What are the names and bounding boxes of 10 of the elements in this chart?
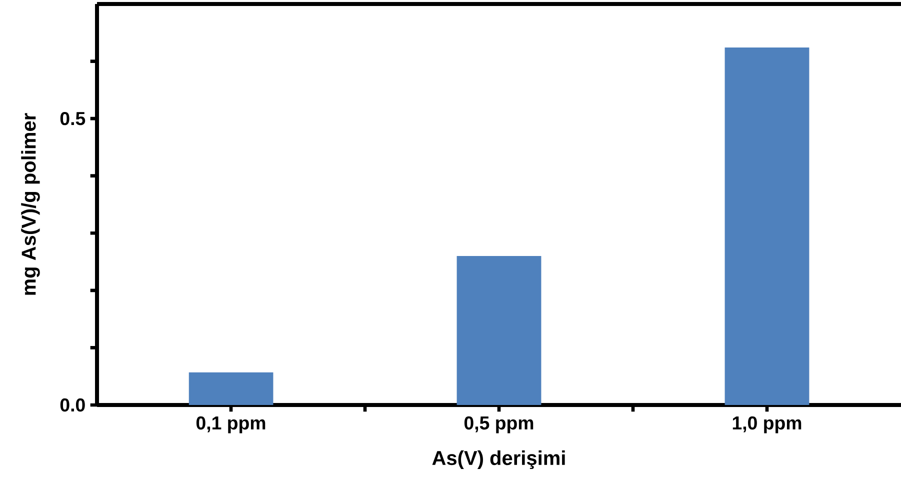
y-tick-label: 0.0 [60,398,85,412]
y-tick-label: 0.5 [60,112,86,126]
bar [456,256,542,405]
bar [188,372,274,405]
x-axis-title: As(V) derişimi [432,450,565,470]
x-tick-label: 0,5 ppm [464,416,534,434]
x-tick-label: 0,1 ppm [196,416,266,434]
bar [724,48,810,405]
y-axis-title: mg As(V)/g polimer [21,113,40,295]
x-tick-label: 1,0 ppm [732,416,802,434]
